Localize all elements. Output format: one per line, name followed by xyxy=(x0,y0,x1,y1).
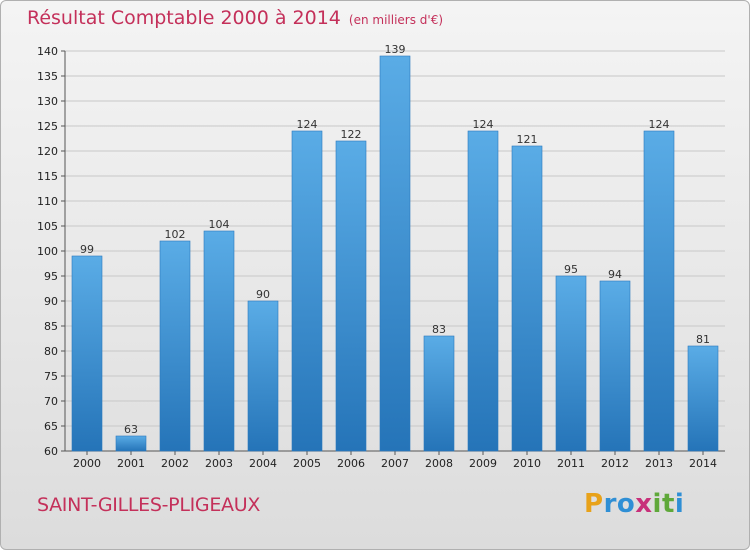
y-tick-label: 60 xyxy=(44,445,58,458)
x-tick-label-2007: 2007 xyxy=(381,457,409,470)
bar-2009 xyxy=(467,130,499,452)
y-tick-label: 75 xyxy=(44,370,58,383)
y-tick-label: 95 xyxy=(44,270,58,283)
x-tick-label-2013: 2013 xyxy=(645,457,673,470)
x-tick-label-2006: 2006 xyxy=(337,457,365,470)
title-unit: (en milliers d'€) xyxy=(348,13,444,27)
y-tick-label: 65 xyxy=(44,420,58,433)
title-text: Résultat Comptable 2000 à 2014 xyxy=(27,7,341,29)
bar-2004 xyxy=(247,300,279,452)
y-tick-label: 85 xyxy=(44,320,58,333)
x-tick-label-2012: 2012 xyxy=(601,457,629,470)
y-tick-label: 115 xyxy=(37,170,58,183)
x-tick-label-2002: 2002 xyxy=(161,457,189,470)
proxiti-logo: Proxiti xyxy=(584,489,684,519)
logo-letter: t xyxy=(661,489,675,519)
data-label-2005: 124 xyxy=(297,118,318,131)
bar-2013 xyxy=(643,130,675,452)
chart-title: Résultat Comptable 2000 à 2014 (en millie… xyxy=(27,7,443,29)
y-tick-label: 105 xyxy=(37,220,58,233)
data-label-2000: 99 xyxy=(80,243,94,256)
bar-2011 xyxy=(555,275,587,452)
logo-letter: r xyxy=(603,489,617,519)
bar-2007 xyxy=(379,55,411,452)
y-tick-label: 125 xyxy=(37,120,58,133)
bar-2005 xyxy=(291,130,323,452)
bar-2006 xyxy=(335,140,367,452)
data-label-2004: 90 xyxy=(256,288,270,301)
logo-letter: P xyxy=(584,489,604,519)
data-label-2008: 83 xyxy=(432,323,446,336)
x-tick-label-2011: 2011 xyxy=(557,457,585,470)
data-label-2001: 63 xyxy=(124,423,138,436)
data-label-2011: 95 xyxy=(564,263,578,276)
y-tick-label: 100 xyxy=(37,245,58,258)
data-label-2007: 139 xyxy=(385,43,406,56)
y-tick-label: 135 xyxy=(37,70,58,83)
x-tick-label-2001: 2001 xyxy=(117,457,145,470)
data-label-2014: 81 xyxy=(696,333,710,346)
logo-letter: i xyxy=(674,489,685,519)
x-tick-label-2000: 2000 xyxy=(73,457,101,470)
bar-2010 xyxy=(511,145,543,452)
x-tick-label-2010: 2010 xyxy=(513,457,541,470)
y-tick-label: 120 xyxy=(37,145,58,158)
commune-name: SAINT-GILLES-PLIGEAUX xyxy=(37,494,261,516)
y-tick-label: 110 xyxy=(37,195,58,208)
x-tick-label-2003: 2003 xyxy=(205,457,233,470)
data-label-2010: 121 xyxy=(517,133,538,146)
bar-2003 xyxy=(203,230,235,452)
data-label-2002: 102 xyxy=(165,228,186,241)
bar-2012 xyxy=(599,280,631,452)
logo-letter: o xyxy=(616,489,636,519)
logo-letter: x xyxy=(635,489,653,519)
x-tick-label-2005: 2005 xyxy=(293,457,321,470)
y-tick-label: 90 xyxy=(44,295,58,308)
data-label-2003: 104 xyxy=(209,218,230,231)
y-tick-label: 140 xyxy=(37,45,58,58)
y-tick-label: 70 xyxy=(44,395,58,408)
bars: 99 63 102 104 90 124 122 139 83 124 121 95 94 124 81 xyxy=(71,43,719,452)
y-tick-labels: 60 65 70 75 80 85 90 95 100 105 110 115 120 125 130 135… xyxy=(37,45,58,458)
bar-2002 xyxy=(159,240,191,452)
data-label-2013: 124 xyxy=(649,118,670,131)
x-tick-label-2008: 2008 xyxy=(425,457,453,470)
data-label-2012: 94 xyxy=(608,268,622,281)
x-tick-label-2014: 2014 xyxy=(689,457,717,470)
y-tick-label: 130 xyxy=(37,95,58,108)
x-tick-labels: 2000 2001 2002 2003 2004 2005 2006 2007 2008 2009… xyxy=(73,457,717,470)
y-tick-label: 80 xyxy=(44,345,58,358)
x-tick-label-2009: 2009 xyxy=(469,457,497,470)
logo-letter: i xyxy=(652,489,662,519)
x-tick-label-2004: 2004 xyxy=(249,457,277,470)
bar-2008 xyxy=(423,335,455,452)
data-label-2006: 122 xyxy=(341,128,362,141)
bar-2000 xyxy=(71,255,103,452)
bar-2001 xyxy=(115,435,147,452)
bar-2014 xyxy=(687,345,719,452)
data-label-2009: 124 xyxy=(473,118,494,131)
